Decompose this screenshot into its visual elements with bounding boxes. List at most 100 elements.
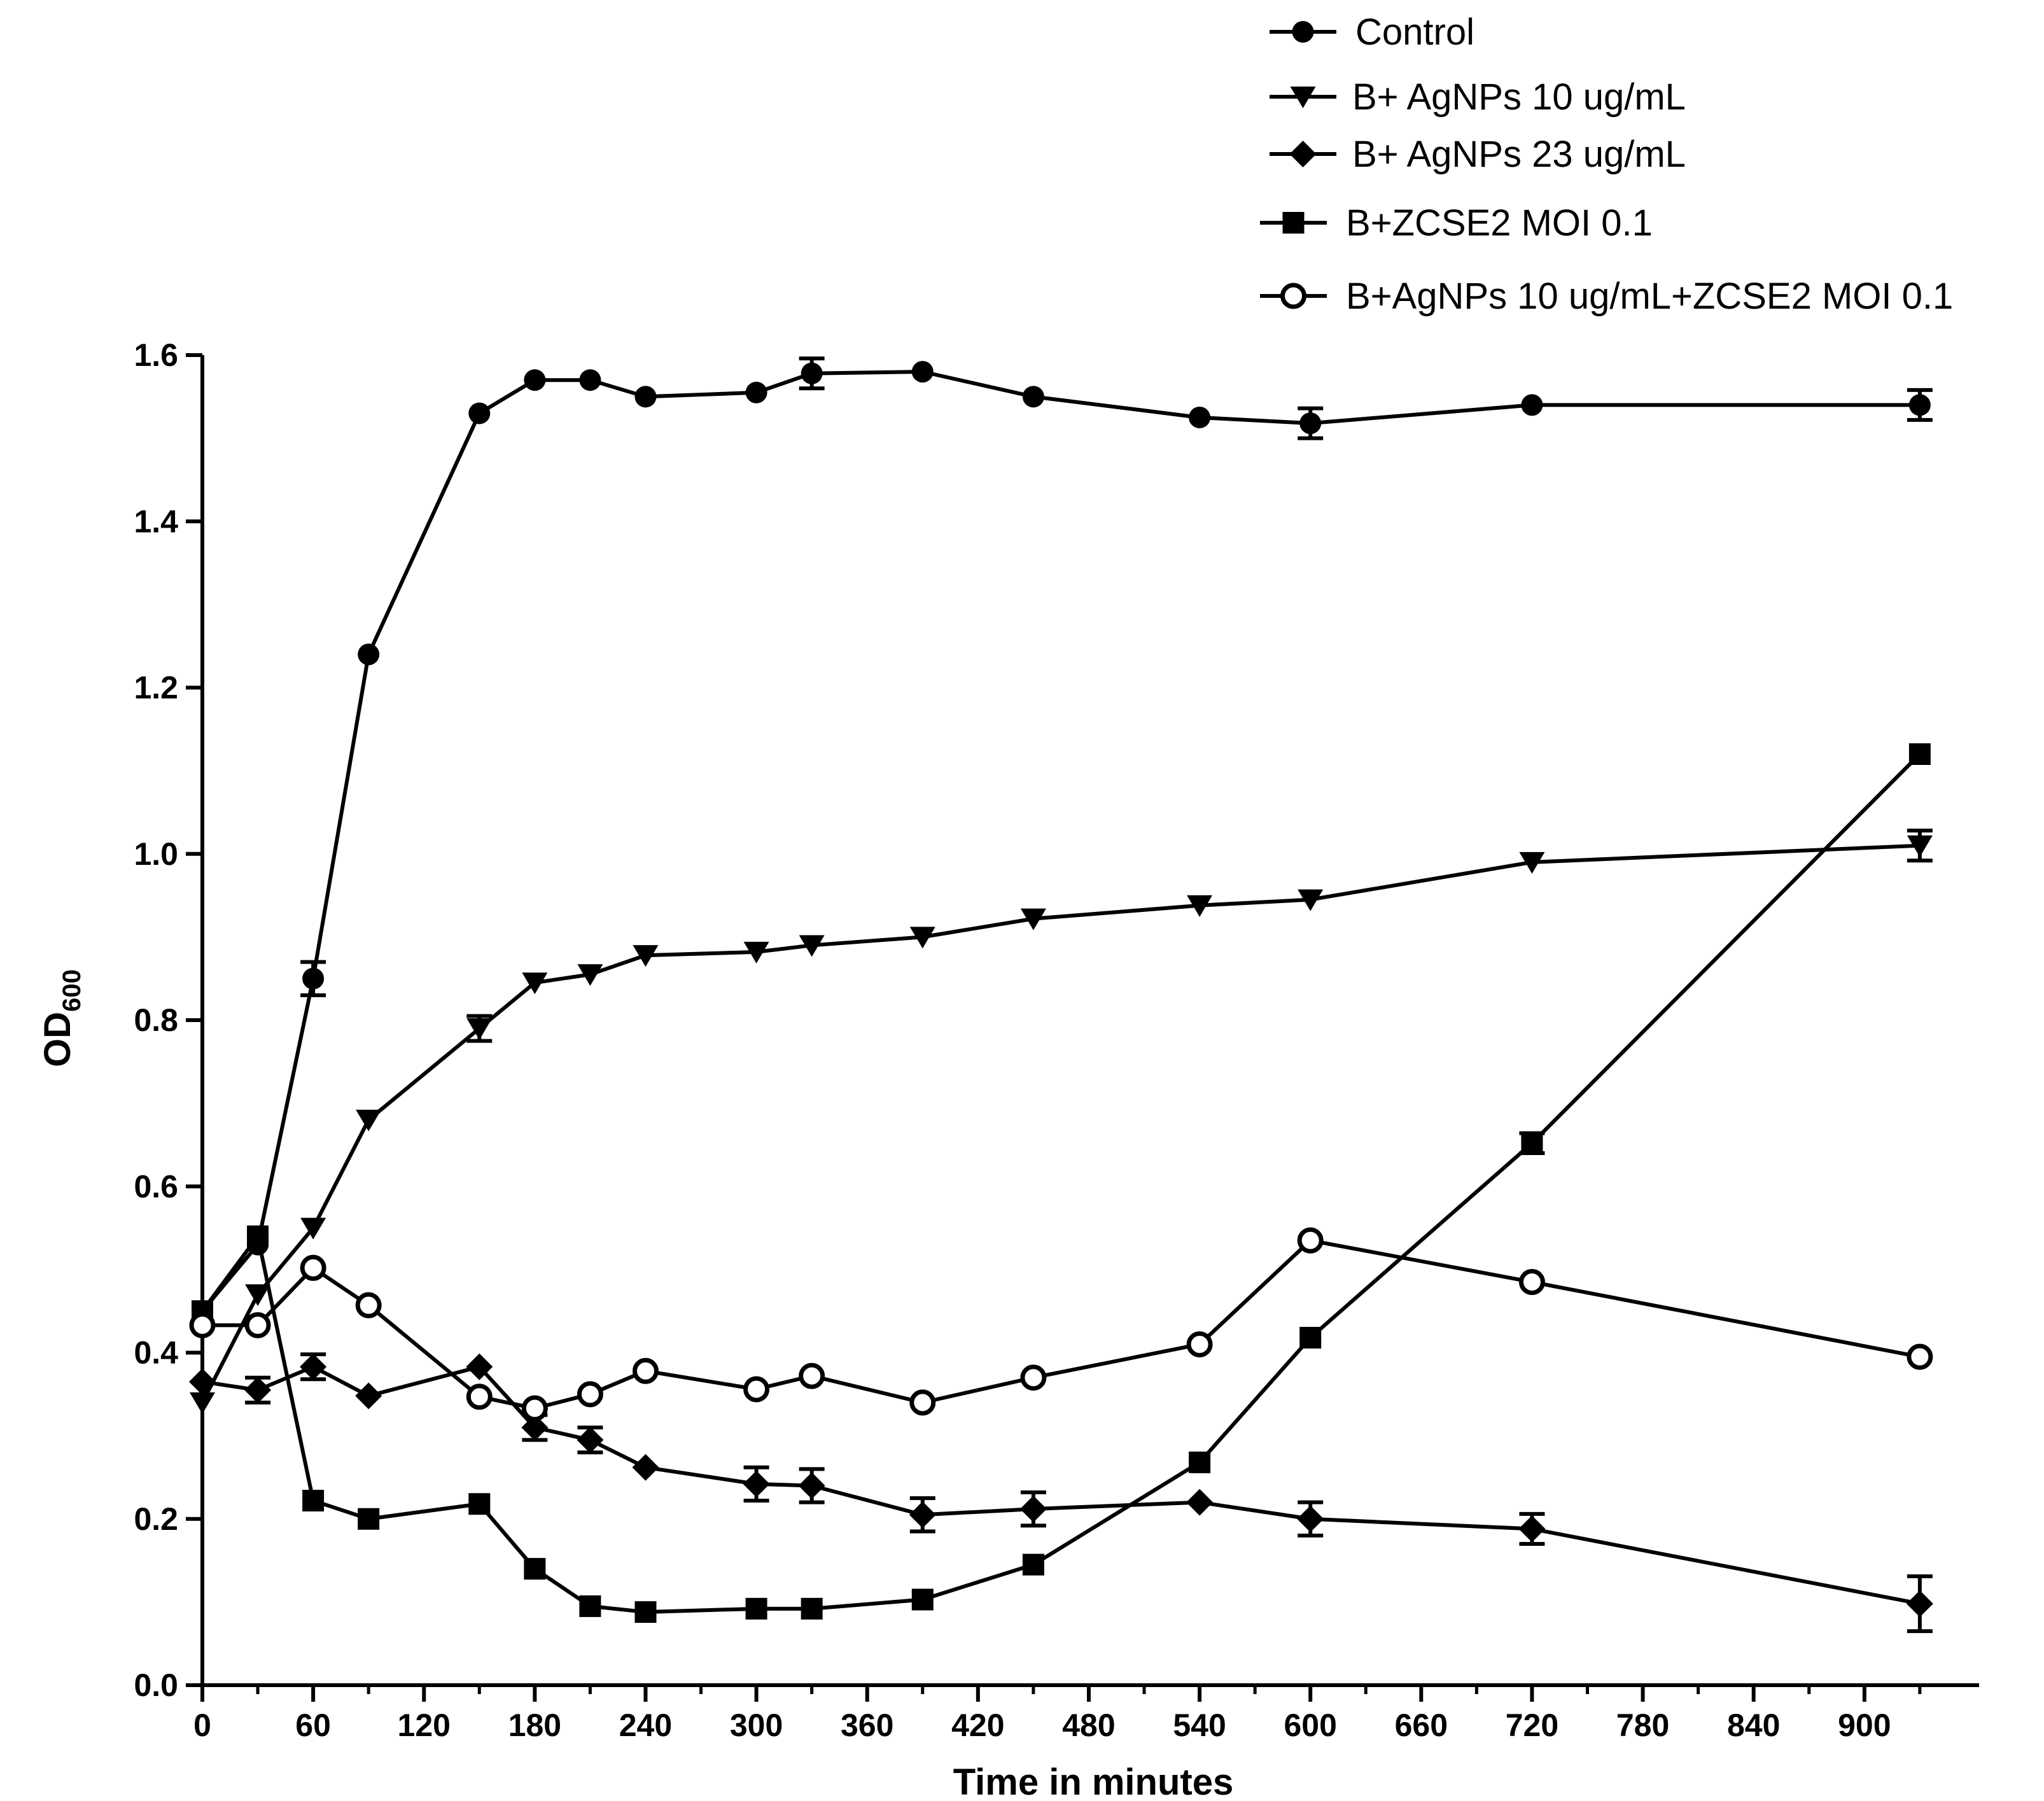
data-point: [632, 1454, 659, 1481]
data-point: [1299, 1326, 1322, 1349]
y-tick-label: 1.2: [134, 670, 178, 706]
x-tick-label: 540: [1173, 1707, 1226, 1743]
x-tick-label: 840: [1727, 1707, 1780, 1743]
data-point: [1189, 406, 1211, 428]
legend-item-5: B+AgNPs 10 ug/mL+ZCSE2 MOI 0.1: [1260, 276, 1953, 317]
data-point: [1908, 743, 1931, 765]
x-tick-label: 120: [398, 1707, 451, 1743]
data-point: [909, 927, 935, 949]
x-tick-label: 60: [295, 1707, 331, 1743]
data-point: [302, 967, 325, 990]
legend-label: B+ AgNPs 23 ug/mL: [1352, 134, 1686, 175]
data-point: [743, 1376, 770, 1403]
data-point: [1186, 1489, 1214, 1516]
y-axis-title-main: OD: [37, 1012, 78, 1067]
data-point: [1020, 1364, 1047, 1391]
data-point: [577, 964, 603, 986]
data-point: [634, 1601, 657, 1623]
series-line: [200, 752, 1921, 1615]
data-point: [911, 361, 934, 383]
series-4: [192, 743, 1931, 1623]
data-point: [577, 1381, 603, 1408]
y-tick-label: 0.8: [134, 1002, 178, 1038]
data-point: [798, 1472, 825, 1499]
data-point: [1019, 1496, 1047, 1523]
data-point: [358, 643, 380, 666]
data-point: [1022, 1553, 1044, 1576]
data-point: [1907, 835, 1933, 857]
x-tick-label: 600: [1284, 1707, 1336, 1743]
data-point: [189, 1312, 216, 1338]
data-point: [1186, 1331, 1213, 1357]
data-point: [356, 1109, 382, 1132]
y-tick-label: 1.4: [134, 503, 178, 539]
data-point: [1521, 394, 1543, 416]
data-point: [1518, 1515, 1546, 1543]
data-point: [300, 1217, 326, 1240]
y-tick-label: 0.4: [134, 1335, 178, 1371]
data-point: [302, 1490, 325, 1512]
y-tick-label: 1.0: [134, 836, 178, 872]
data-point: [1906, 1590, 1933, 1617]
data-point: [468, 402, 491, 424]
legend-label: B+AgNPs 10 ug/mL+ZCSE2 MOI 0.1: [1346, 276, 1953, 317]
x-tick-label: 420: [951, 1707, 1004, 1743]
legend-item-1: Control: [1270, 11, 1474, 53]
data-point: [634, 386, 657, 408]
series-line: [200, 843, 1920, 1404]
data-point: [579, 1595, 601, 1617]
data-point: [1020, 908, 1046, 930]
x-tick-label: 720: [1506, 1707, 1558, 1743]
data-point: [911, 1588, 934, 1611]
data-point: [1519, 851, 1545, 874]
legend: Control B+ AgNPs 10 ug/mL B+ AgNPs 23 ug/m…: [1260, 11, 1953, 317]
data-point: [524, 369, 546, 391]
data-point: [300, 1353, 327, 1380]
data-point: [579, 369, 601, 391]
y-tick-label: 0.2: [134, 1501, 178, 1537]
data-point: [521, 1395, 548, 1422]
data-point: [745, 381, 767, 403]
y-axis-title: OD600: [37, 969, 86, 1067]
data-point: [745, 1597, 767, 1620]
data-point: [524, 1558, 546, 1580]
data-point: [577, 1426, 604, 1454]
data-point: [799, 1363, 825, 1389]
x-tick-label: 660: [1395, 1707, 1448, 1743]
x-tick-label: 0: [193, 1707, 211, 1743]
data-point: [1518, 1268, 1545, 1295]
data-point: [466, 1384, 493, 1410]
data-point: [743, 941, 769, 964]
data-point: [466, 1018, 493, 1041]
series-line: [202, 1238, 1921, 1411]
data-point: [1298, 889, 1324, 911]
data-point: [244, 1377, 272, 1404]
legend-swatch-marker: [1282, 212, 1305, 234]
data-point: [1297, 1227, 1324, 1254]
y-axis-title-subscript: 600: [58, 969, 86, 1012]
data-point: [1187, 895, 1213, 917]
data-point: [1297, 1505, 1324, 1532]
data-point: [632, 1357, 659, 1384]
data-point: [1189, 1451, 1211, 1473]
x-tick-label: 180: [508, 1707, 561, 1743]
y-tick-label: 1.6: [134, 337, 178, 373]
legend-label: Control: [1355, 11, 1474, 53]
data-point: [355, 1382, 382, 1410]
y-tick-label: 0.6: [134, 1168, 178, 1204]
series-2: [190, 829, 1933, 1414]
series-line: [200, 370, 1920, 1313]
legend-swatch-marker: [1280, 283, 1306, 309]
data-point: [909, 1501, 936, 1529]
legend-item-3: B+ AgNPs 23 ug/mL: [1270, 134, 1686, 175]
data-point: [799, 935, 825, 957]
data-point: [1907, 1343, 1933, 1370]
data-point: [468, 1493, 491, 1515]
data-point: [189, 1368, 216, 1396]
series-5: [189, 1227, 1933, 1422]
legend-swatch-marker: [1292, 21, 1314, 43]
y-tick-label: 0.0: [134, 1667, 178, 1703]
legend-item-4: B+ZCSE2 MOI 0.1: [1260, 202, 1653, 244]
data-point: [245, 1284, 271, 1307]
